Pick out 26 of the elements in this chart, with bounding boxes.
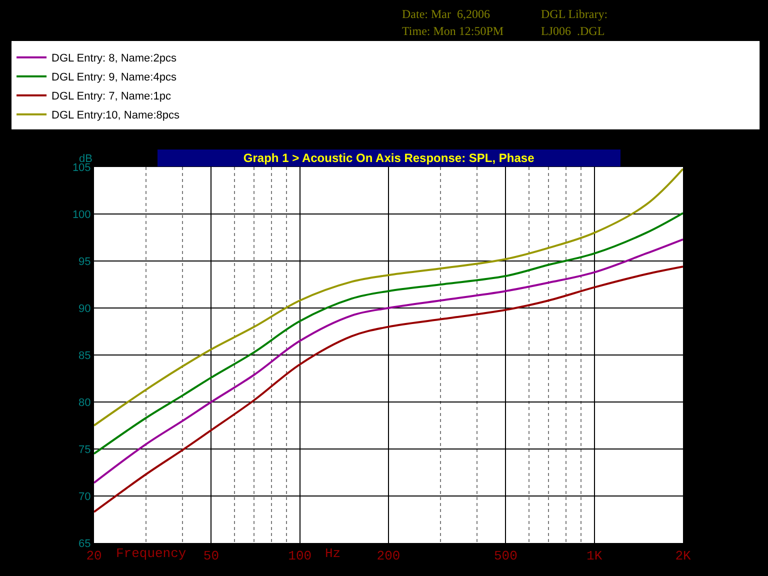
x-tick-label: 20 [86,548,102,564]
x-tick-label: 500 [494,548,518,564]
y-tick-label: 80 [78,396,91,409]
text: Time: Mon 12:50PM [402,24,504,38]
x-tick-label: 100 [288,548,312,564]
text: DGL Library: [541,7,608,21]
y-tick-label: 65 [78,538,91,550]
y-tick-label: 70 [78,490,91,503]
legend-label: DGL Entry: 8, Name:2pcs [52,52,177,65]
chart-title: Graph 1 > Acoustic On Axis Response: SPL, Phase [243,151,535,165]
y-tick-label: 95 [78,256,91,268]
legend-label: DGL Entry:10, Name:8pcs [52,110,180,122]
y-tick-label: 100 [72,208,91,221]
text: Hz [325,546,341,561]
x-tick-label: 1K [586,548,602,564]
x-tick-label: 50 [203,548,219,564]
text: LJ006 .DGL [541,24,605,38]
y-tick-label: 75 [78,444,91,456]
y-tick-label: 90 [78,302,91,315]
x-tick-label: 200 [376,548,400,564]
text: Date: Mar 6,2006 [402,7,490,21]
x-tick-label: 2K [675,548,691,564]
legend-label: DGL Entry: 7, Name:1pc [52,90,172,103]
legend-label: DGL Entry: 9, Name:4pcs [52,72,177,84]
y-tick-label: 85 [78,350,91,362]
x-axis-title: Frequency [116,546,186,561]
